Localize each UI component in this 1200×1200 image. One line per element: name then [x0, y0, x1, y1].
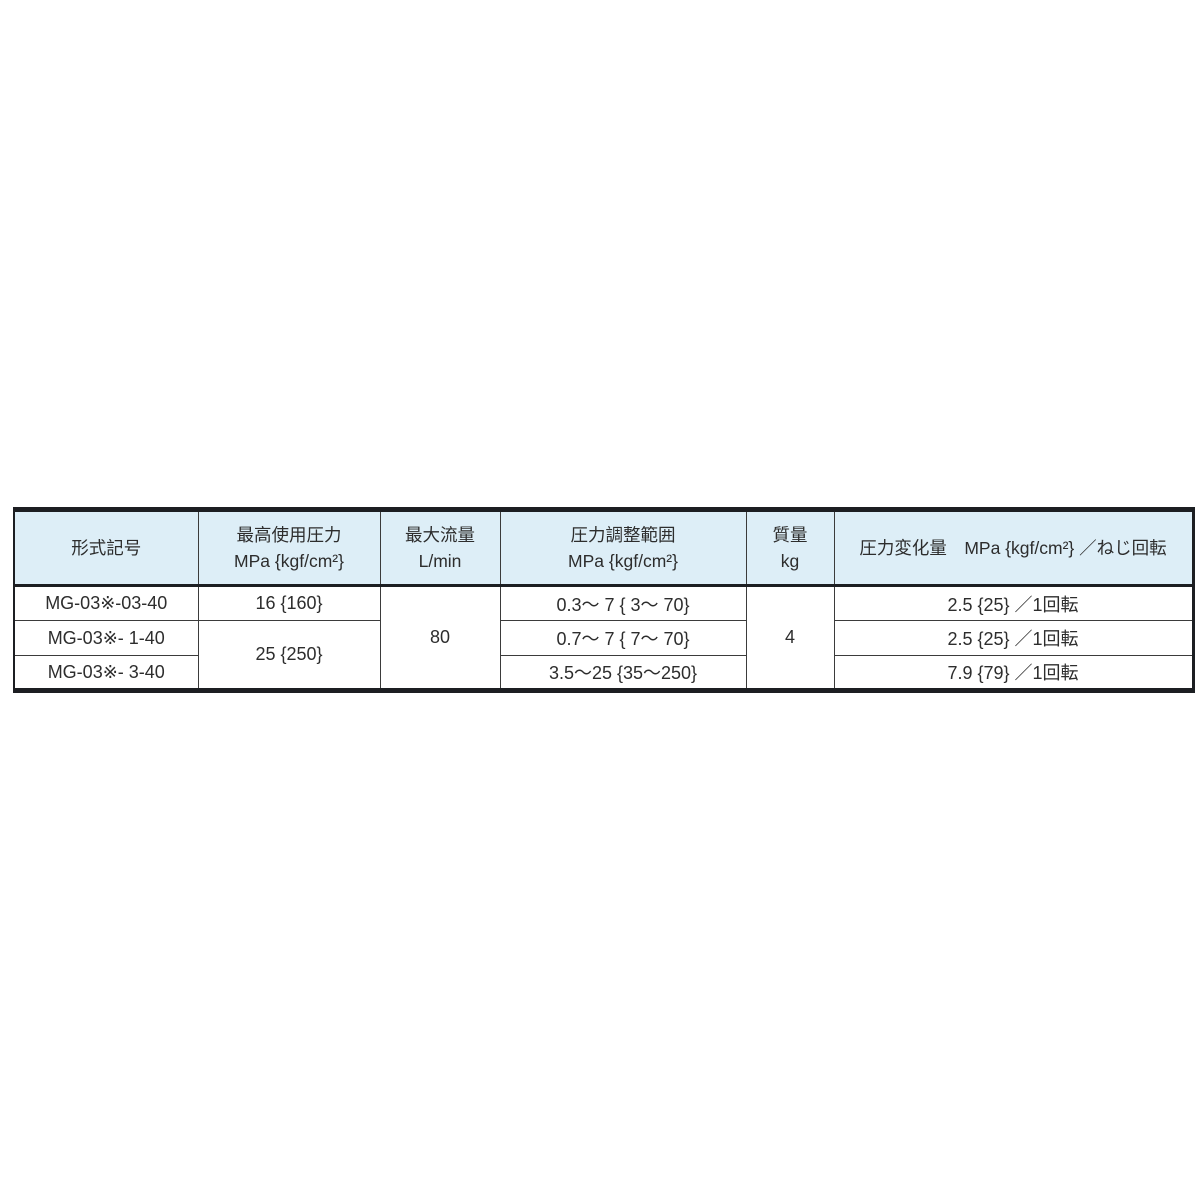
table-row: MG-03※-03-40 16 {160} 80 0.3〜 7 { 3〜 70}…: [13, 585, 1194, 691]
col-header-pressure-change: 圧力変化量 MPa {kgf/cm²} ／ねじ回転: [833, 509, 1194, 587]
col-header-max-pressure-unit: MPa {kgf/cm²}: [234, 551, 344, 571]
table-row: MG-03※- 3-40 3.5〜25 {35〜250} 7.9 {79} ／1…: [13, 655, 1194, 691]
cell-adjust-range-1: 0.3〜 7 { 3〜 70}: [499, 585, 747, 621]
header-row: 形式記号 最高使用圧力 MPa {kgf/cm²} 最大流量 L/min 圧力調…: [13, 509, 1194, 587]
col-header-mass-unit: kg: [780, 551, 800, 571]
col-header-adjust-range-unit: MPa {kgf/cm²}: [568, 551, 678, 571]
col-header-max-flow: 最大流量 L/min: [379, 509, 501, 587]
col-header-mass-label: 質量: [772, 525, 808, 545]
col-header-max-flow-unit: L/min: [418, 551, 462, 571]
col-header-mass: 質量 kg: [745, 509, 835, 587]
table-row: MG-03※- 1-40 25 {250} 0.7〜 7 { 7〜 70} 2.…: [13, 620, 1194, 691]
col-header-model-label: 形式記号: [71, 538, 142, 558]
col-header-adjust-range-label: 圧力調整範囲: [570, 525, 676, 545]
col-header-max-flow-label: 最大流量: [405, 525, 475, 545]
col-header-adjust-range: 圧力調整範囲 MPa {kgf/cm²}: [499, 509, 747, 587]
cell-pressure-change-3: 7.9 {79} ／1回転: [833, 655, 1194, 691]
col-header-max-pressure: 最高使用圧力 MPa {kgf/cm²}: [197, 509, 381, 587]
col-header-model: 形式記号: [13, 509, 199, 587]
cell-pressure-change-2: 2.5 {25} ／1回転: [833, 620, 1194, 656]
cell-model-1: MG-03※-03-40: [13, 585, 199, 621]
cell-max-pressure-2: 25 {250}: [197, 620, 381, 691]
col-header-pressure-change-label: 圧力変化量 MPa {kgf/cm²} ／ねじ回転: [859, 538, 1167, 558]
cell-pressure-change-1: 2.5 {25} ／1回転: [833, 585, 1194, 621]
cell-model-3: MG-03※- 3-40: [13, 655, 199, 691]
cell-adjust-range-3: 3.5〜25 {35〜250}: [499, 655, 747, 691]
cell-model-2: MG-03※- 1-40: [13, 620, 199, 656]
cell-max-pressure-1: 16 {160}: [197, 585, 381, 621]
cell-max-flow: 80: [379, 585, 501, 691]
cell-mass: 4: [745, 585, 835, 691]
cell-adjust-range-2: 0.7〜 7 { 7〜 70}: [499, 620, 747, 656]
spec-table: 形式記号 最高使用圧力 MPa {kgf/cm²} 最大流量 L/min 圧力調…: [13, 507, 1195, 693]
col-header-max-pressure-label: 最高使用圧力: [236, 525, 342, 545]
